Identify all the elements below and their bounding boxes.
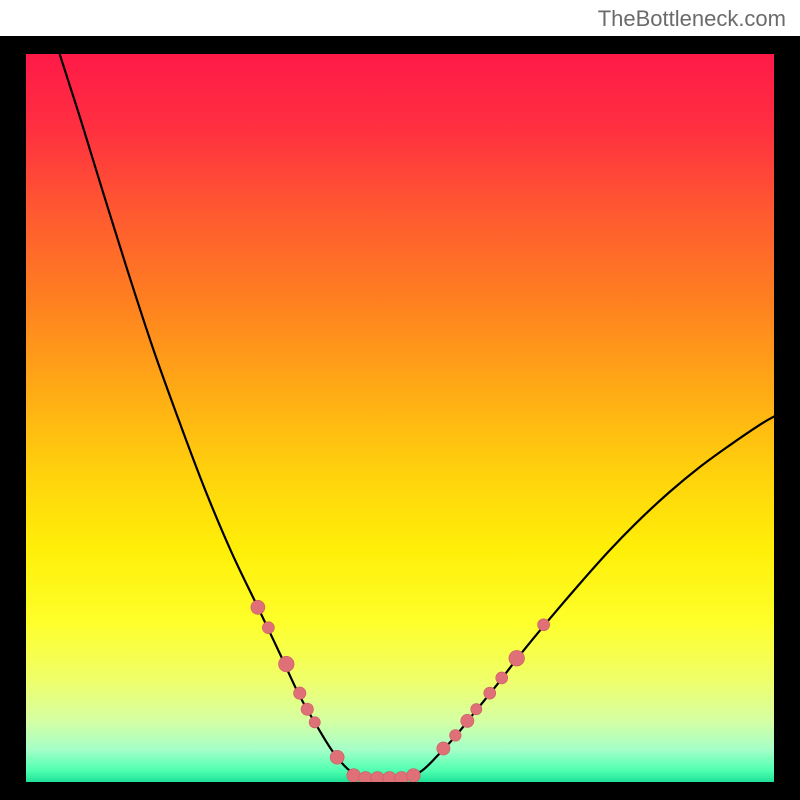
- data-marker: [294, 687, 306, 699]
- data-marker: [330, 750, 344, 764]
- root: TheBottleneck.com: [0, 0, 800, 800]
- data-marker: [450, 730, 462, 742]
- gradient-bg: [26, 54, 774, 782]
- data-marker: [251, 600, 265, 614]
- data-marker: [496, 672, 508, 684]
- data-marker: [309, 717, 320, 728]
- chart-outer: [0, 36, 800, 800]
- data-marker: [461, 714, 474, 727]
- data-marker: [301, 703, 313, 715]
- data-marker: [407, 769, 421, 783]
- data-marker: [509, 650, 525, 666]
- bottleneck-chart: [0, 36, 800, 800]
- watermark-text: TheBottleneck.com: [598, 6, 786, 32]
- data-marker: [471, 704, 482, 715]
- data-marker: [262, 622, 274, 634]
- data-marker: [538, 619, 550, 631]
- data-marker: [437, 742, 450, 755]
- data-marker: [347, 769, 361, 783]
- data-marker: [484, 687, 496, 699]
- data-marker: [279, 656, 295, 672]
